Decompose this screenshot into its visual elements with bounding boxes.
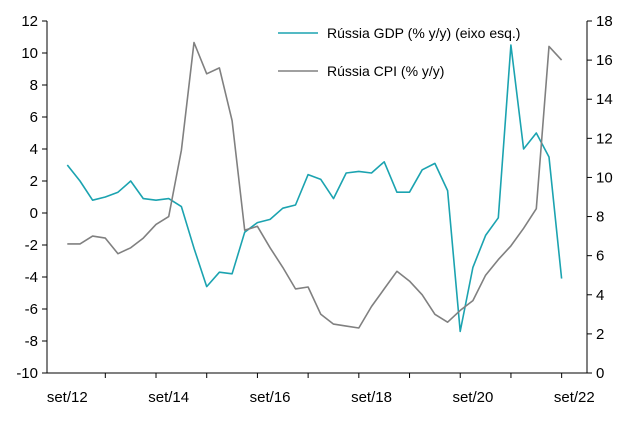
left-tick-label: 8 xyxy=(30,77,38,94)
left-tick-label: 12 xyxy=(21,13,38,30)
right-tick-label: 8 xyxy=(596,209,604,226)
left-tick-label: 2 xyxy=(30,173,38,190)
x-tick-label: set/18 xyxy=(351,389,392,406)
left-tick-label: 4 xyxy=(30,141,38,158)
right-tick-label: 18 xyxy=(596,13,613,30)
left-tick-label: 6 xyxy=(30,109,38,126)
left-tick-label: -6 xyxy=(25,301,38,318)
x-tick-label: set/20 xyxy=(452,389,493,406)
right-tick-label: 16 xyxy=(596,52,613,69)
left-axis: -10 -8 -6 -4 -2 0 2 4 6 8 10 12 xyxy=(16,13,47,382)
cpi-series-line xyxy=(67,41,563,329)
right-tick-label: 12 xyxy=(596,130,613,147)
left-tick-label: -8 xyxy=(25,333,38,350)
right-tick-label: 10 xyxy=(596,169,613,186)
left-tick-label: 10 xyxy=(21,45,38,62)
right-tick-label: 0 xyxy=(596,365,604,382)
x-tick-label: set/16 xyxy=(250,389,291,406)
right-axis: 0 2 4 6 8 10 12 14 16 18 xyxy=(587,13,613,382)
x-axis: set/12 set/14 set/16 set/18 set/20 set/22 xyxy=(47,373,595,406)
left-tick-label: -4 xyxy=(25,269,38,286)
left-tick-label: -2 xyxy=(25,237,38,254)
left-tick-label: 0 xyxy=(30,205,38,222)
series-layer xyxy=(66,41,563,333)
right-tick-label: 14 xyxy=(596,91,613,108)
right-tick-label: 2 xyxy=(596,326,604,343)
x-tick-label: set/22 xyxy=(554,389,595,406)
left-tick-label: -10 xyxy=(16,365,38,382)
legend-label: Rússia GDP (% y/y) (eixo esq.) xyxy=(327,25,520,41)
legend-label: Rússia CPI (% y/y) xyxy=(327,63,444,79)
right-tick-label: 4 xyxy=(596,287,604,304)
right-tick-label: 6 xyxy=(596,248,604,265)
axes-layer xyxy=(46,21,588,374)
legend: Rússia GDP (% y/y) (eixo esq.) Rússia CPI… xyxy=(278,25,520,79)
x-tick-label: set/12 xyxy=(47,389,88,406)
gdp-series-line xyxy=(66,44,563,333)
x-tick-label: set/14 xyxy=(148,389,189,406)
